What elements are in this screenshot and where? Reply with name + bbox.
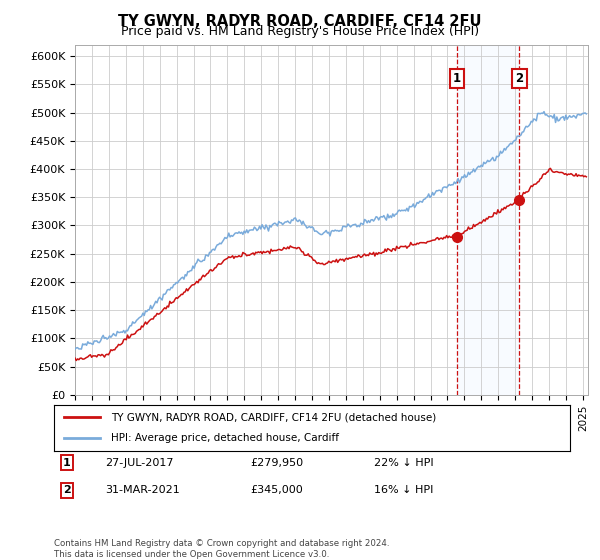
Text: £345,000: £345,000 <box>250 486 303 496</box>
Text: HPI: Average price, detached house, Cardiff: HPI: Average price, detached house, Card… <box>111 433 339 444</box>
Text: 2: 2 <box>515 72 523 85</box>
Bar <box>457 45 520 395</box>
Text: 16% ↓ HPI: 16% ↓ HPI <box>374 486 433 496</box>
Text: Price paid vs. HM Land Registry's House Price Index (HPI): Price paid vs. HM Land Registry's House … <box>121 25 479 38</box>
Text: 31-MAR-2021: 31-MAR-2021 <box>106 486 181 496</box>
Text: 1: 1 <box>63 458 71 468</box>
Text: £279,950: £279,950 <box>250 458 303 468</box>
Text: 27-JUL-2017: 27-JUL-2017 <box>106 458 174 468</box>
Text: TY GWYN, RADYR ROAD, CARDIFF, CF14 2FU (detached house): TY GWYN, RADYR ROAD, CARDIFF, CF14 2FU (… <box>111 412 436 422</box>
Text: TY GWYN, RADYR ROAD, CARDIFF, CF14 2FU: TY GWYN, RADYR ROAD, CARDIFF, CF14 2FU <box>118 14 482 29</box>
Text: 2: 2 <box>63 486 71 496</box>
Text: 1: 1 <box>453 72 461 85</box>
Text: 22% ↓ HPI: 22% ↓ HPI <box>374 458 434 468</box>
Text: Contains HM Land Registry data © Crown copyright and database right 2024.
This d: Contains HM Land Registry data © Crown c… <box>54 539 389 559</box>
